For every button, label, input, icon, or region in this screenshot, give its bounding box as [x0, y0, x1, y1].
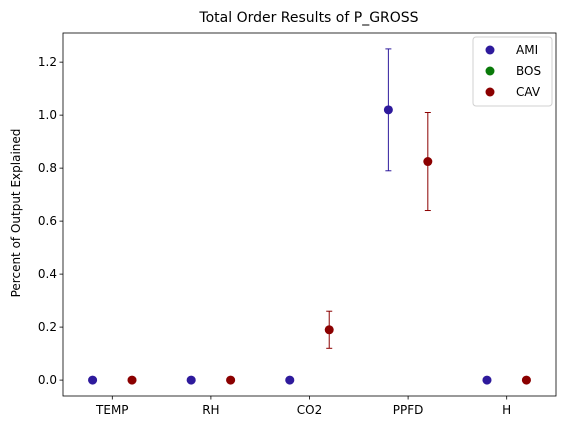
y-tick-label: 0.0: [38, 373, 57, 387]
legend-marker: [485, 45, 495, 55]
y-axis-title: Percent of Output Explained: [9, 129, 23, 298]
legend-marker: [485, 87, 495, 97]
legend-label: CAV: [516, 85, 541, 99]
data-point: [88, 375, 98, 385]
x-tick-label: PPFD: [393, 403, 424, 417]
y-tick-label: 0.4: [38, 267, 57, 281]
y-tick-label: 0.6: [38, 214, 57, 228]
data-point: [285, 375, 295, 385]
x-tick-label: H: [502, 403, 511, 417]
data-point: [383, 105, 393, 115]
data-point: [186, 375, 196, 385]
y-tick-label: 1.0: [38, 108, 57, 122]
plot-area: 0.0 0.2 0.4 0.6 0.8 1.0 1.2 TEMP RH CO2 PPFD H AMI BO…: [38, 32, 557, 417]
y-tick-label: 1.2: [38, 55, 57, 69]
legend-label: AMI: [516, 43, 538, 57]
data-point: [324, 325, 334, 335]
x-tick-label: CO2: [297, 403, 322, 417]
data-point: [127, 375, 137, 385]
data-point: [521, 375, 531, 385]
legend-label: BOS: [516, 64, 541, 78]
data-point: [423, 157, 433, 167]
legend-marker: [485, 66, 495, 76]
chart-title: Total Order Results of P_GROSS: [198, 10, 418, 26]
x-tick-label: RH: [202, 403, 219, 417]
x-tick-label: TEMP: [95, 403, 129, 417]
y-tick-label: 0.8: [38, 161, 57, 175]
data-point: [482, 375, 492, 385]
y-tick-label: 0.2: [38, 320, 57, 334]
data-point: [226, 375, 236, 385]
